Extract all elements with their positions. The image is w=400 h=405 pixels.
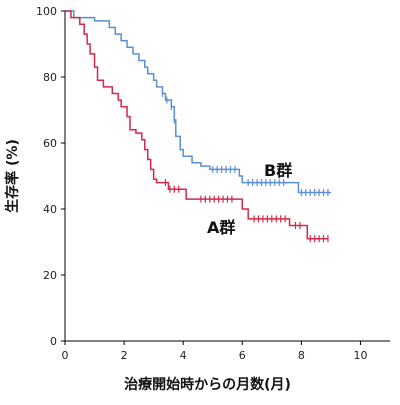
- series-label-a: A群: [207, 218, 235, 237]
- y-tick-label: 20: [43, 269, 57, 282]
- series-b: [65, 10, 331, 196]
- x-ticks: 0 2 4 6 8 10: [62, 341, 367, 362]
- x-tick-label: 0: [62, 349, 69, 362]
- series-label-b: B群: [264, 161, 292, 180]
- axes: [64, 11, 390, 342]
- series-layer: [65, 10, 331, 243]
- x-tick-label: 2: [121, 349, 128, 362]
- x-tick-label: 4: [180, 349, 187, 362]
- x-tick-label: 8: [298, 349, 305, 362]
- y-axis-title: 生存率 (%): [4, 139, 21, 213]
- survival-curve-a: [65, 10, 328, 240]
- y-tick-label: 60: [43, 137, 57, 150]
- x-tick-label: 10: [353, 349, 367, 362]
- x-axis-title: 治療開始時からの月数(月): [124, 376, 291, 393]
- series-a: [65, 10, 329, 243]
- y-tick-label: 100: [36, 5, 57, 18]
- y-tick-label: 0: [50, 335, 57, 348]
- y-ticks: 0 20 40 60 80 100: [36, 5, 65, 348]
- y-tick-label: 40: [43, 203, 57, 216]
- y-tick-label: 80: [43, 71, 57, 84]
- x-tick-label: 6: [239, 349, 246, 362]
